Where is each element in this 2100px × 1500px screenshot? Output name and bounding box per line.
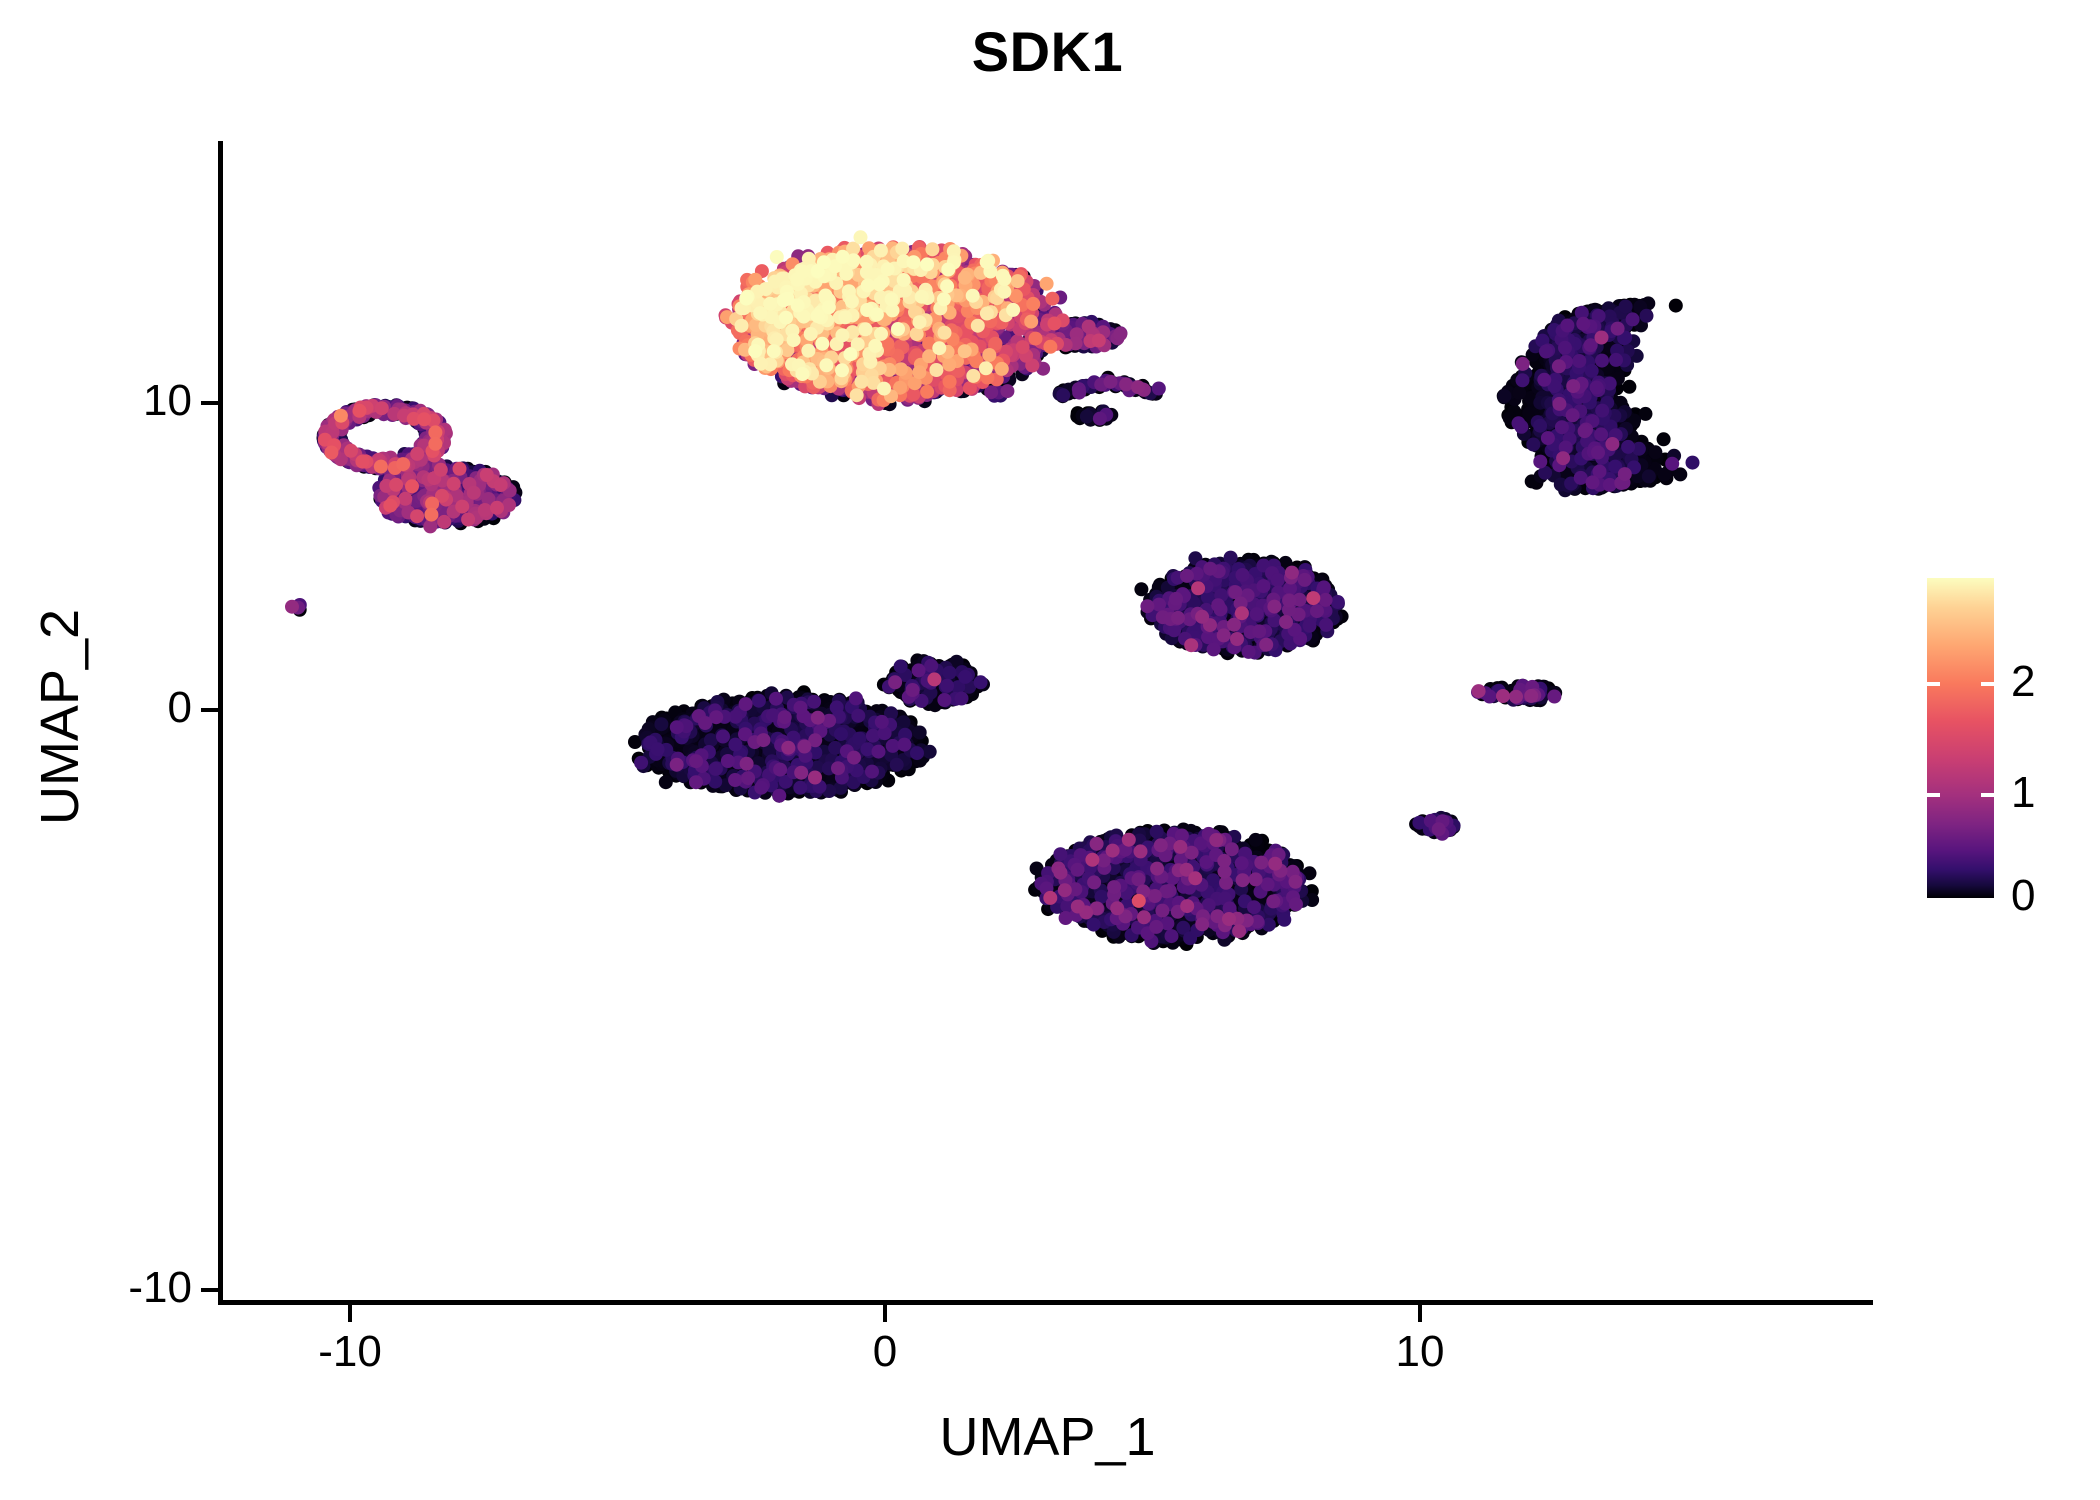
colorbar-tick-mark [1981, 793, 1994, 797]
y-tick-label: -10 [128, 1263, 192, 1312]
y-tick-label: 10 [143, 376, 192, 425]
y-tick-mark [201, 1288, 218, 1292]
x-tick-label: 10 [1395, 1327, 1445, 1376]
colorbar-tick-label: 2 [2011, 657, 2036, 706]
y-axis-line [218, 141, 223, 1305]
colorbar-tick-mark [1981, 682, 1994, 686]
x-axis-line [218, 1300, 1873, 1305]
y-tick-label: 0 [167, 683, 192, 732]
colorbar-tick-mark [1927, 682, 1940, 686]
plot-panel [222, 141, 1873, 1302]
x-tick-mark [348, 1305, 352, 1322]
x-tick-label: 0 [872, 1327, 898, 1376]
x-tick-label: -10 [318, 1327, 382, 1376]
y-tick-mark [201, 401, 218, 405]
colorbar-tick-label: 1 [2011, 768, 2036, 817]
page-title: SDK1 [971, 20, 1124, 83]
x-axis-title: UMAP_1 [939, 1407, 1156, 1467]
x-tick-mark [1418, 1305, 1422, 1322]
scatter-points-layer [285, 230, 1700, 951]
colorbar-tick-mark [1927, 793, 1940, 797]
y-tick-mark [201, 708, 218, 712]
y-axis-title: UMAP_2 [30, 608, 90, 826]
colorbar-legend: 2 1 0 [1927, 578, 2087, 918]
x-tick-mark [883, 1305, 887, 1322]
colorbar-tick-label: 0 [2011, 871, 2036, 920]
colorbar-gradient [1927, 578, 1994, 898]
